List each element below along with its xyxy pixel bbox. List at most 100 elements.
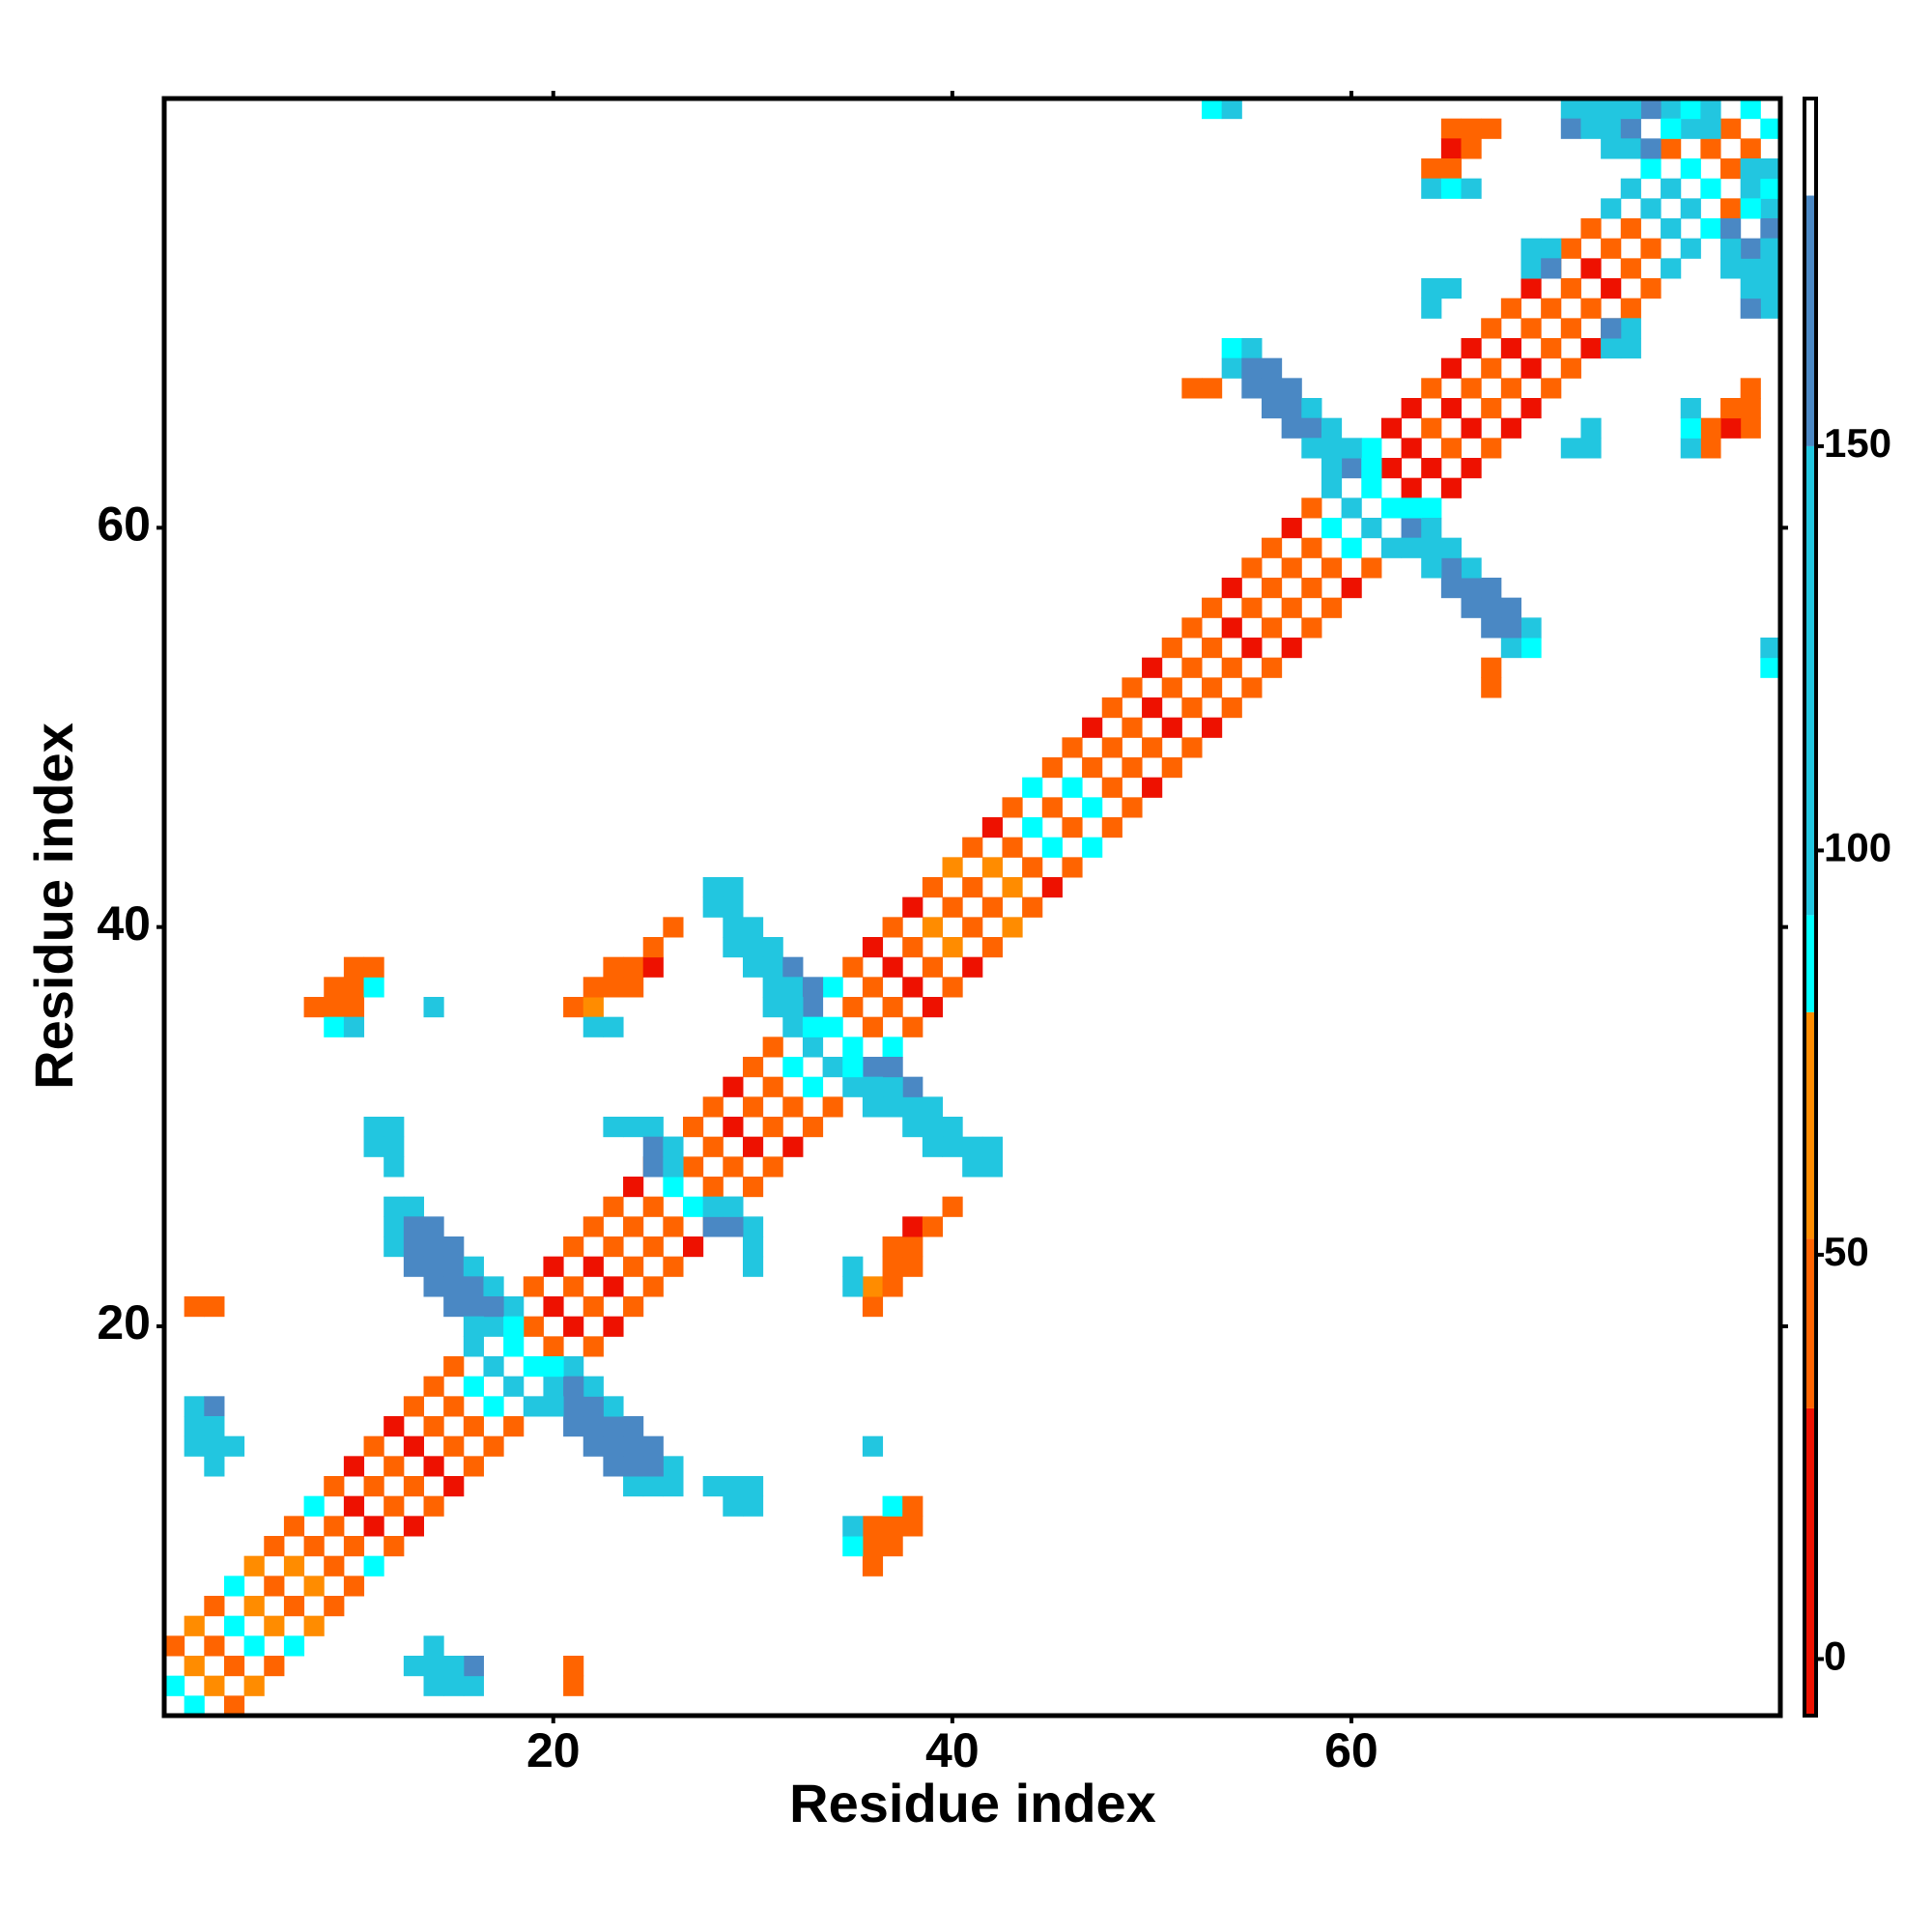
heatmap-cell [1740,378,1761,399]
heatmap-cell [1062,737,1083,758]
heatmap-cell [623,1296,644,1318]
heatmap-cell [842,1037,864,1058]
heatmap-cell [264,1536,285,1557]
heatmap-cell [1640,198,1662,219]
heatmap-cell [543,1296,564,1318]
heatmap-cell [842,1276,864,1297]
heatmap-cell [184,1435,205,1457]
heatmap-cell [1221,578,1242,599]
heatmap-cell [184,1296,205,1318]
y-axis-title: Residue index [23,723,84,1090]
heatmap-cell [1321,417,1343,439]
heatmap-cell [403,1476,425,1497]
heatmap-cell [523,1356,544,1378]
heatmap-cell [303,1495,325,1517]
heatmap-cell [543,1376,564,1397]
heatmap-cell [463,1416,484,1437]
heatmap-cell [782,977,804,998]
heatmap-cell [1740,178,1761,199]
heatmap-cell [862,1057,884,1078]
heatmap-cell [363,1476,384,1497]
heatmap-cell [343,956,365,978]
heatmap-cell [443,1276,465,1297]
heatmap-cell [582,1256,604,1277]
heatmap-cell [1461,378,1482,399]
heatmap-cell [1500,638,1521,659]
heatmap-cell [1760,278,1781,299]
heatmap-cell [1601,238,1622,259]
heatmap-cell [1700,118,1721,139]
heatmap-cell [443,1256,465,1277]
heatmap-cell [463,1316,484,1337]
heatmap-cell [1202,378,1223,399]
heatmap-cell [663,917,684,938]
heatmap-cell [1281,417,1302,439]
heatmap-cell [1082,757,1103,779]
heatmap-cell [603,1456,624,1477]
heatmap-cell [1760,118,1781,139]
heatmap-cell [343,977,365,998]
heatmap-cell [1580,338,1602,359]
heatmap-cell [1321,477,1343,498]
heatmap-cell [862,1536,884,1557]
heatmap-cell [603,1236,624,1258]
heatmap-cell [603,956,624,978]
heatmap-cell [303,1615,325,1636]
heatmap-cell [623,956,644,978]
heatmap-cell [762,1117,783,1138]
heatmap-cell [1520,398,1542,419]
heatmap-cell [243,1635,265,1657]
heatmap-cell [1541,238,1562,259]
heatmap-cell [822,1057,843,1078]
heatmap-cell [1461,338,1482,359]
heatmap-cell [204,1635,225,1657]
heatmap-cell [1560,238,1581,259]
heatmap-cell [423,1456,444,1477]
heatmap-cell [184,1656,205,1677]
heatmap-cell [563,1236,584,1258]
heatmap-cell [623,1117,644,1138]
heatmap-cell [802,997,824,1018]
heatmap-cell [723,1495,744,1517]
heatmap-cell [1520,638,1542,659]
heatmap-cell [1580,99,1602,120]
heatmap-cell [223,1576,245,1597]
heatmap-cell [303,997,325,1018]
heatmap-cell [1142,737,1163,758]
heatmap-cell [603,977,624,998]
heatmap-cell [324,977,345,998]
heatmap-cell [423,1495,444,1517]
heatmap-cell [1620,99,1641,120]
heatmap-cell [802,1117,824,1138]
heatmap-cell [723,1156,744,1178]
heatmap-cell [1041,797,1063,818]
heatmap-cell [1541,258,1562,279]
heatmap-cell [1760,298,1781,319]
heatmap-cell [1500,378,1521,399]
heatmap-cell [1261,398,1283,419]
heatmap-cell [1520,238,1542,259]
heatmap-cell [423,1416,444,1437]
heatmap-cell [343,1576,365,1597]
heatmap-cell [423,1216,444,1237]
heatmap-cell [1601,198,1622,219]
heatmap-cell [223,1656,245,1677]
heatmap-cell [1680,417,1701,439]
heatmap-cell [1601,99,1622,120]
heatmap-cell [782,997,804,1018]
heatmap-cell [343,1456,365,1477]
heatmap-cell [902,1256,923,1277]
y-tick-label: 40 [97,896,151,951]
heatmap-cell [683,1236,704,1258]
heatmap-cell [582,1216,604,1237]
heatmap-cell [1601,338,1622,359]
heatmap-cell [742,1476,764,1497]
x-axis-title: Residue index [789,1773,1156,1833]
heatmap-cell [1461,578,1482,599]
heatmap-cell [1461,458,1482,479]
heatmap-cell [1181,378,1203,399]
heatmap-cell [1661,99,1682,120]
heatmap-cell [663,1216,684,1237]
heatmap-cell [1082,837,1103,858]
heatmap-cell [902,1236,923,1258]
